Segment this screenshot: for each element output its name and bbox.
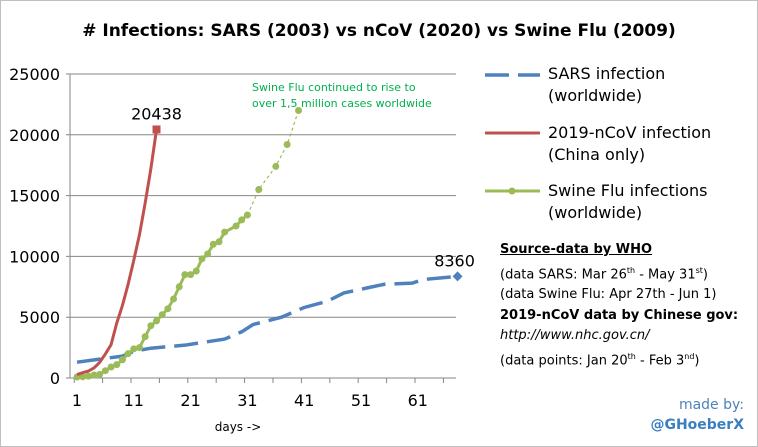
legend-item-sars: SARS infection (worldwide) xyxy=(548,63,665,107)
swine-flu-point xyxy=(124,350,132,358)
ncov-line xyxy=(76,129,159,377)
annotation-line-1: Swine Flu continued to rise to xyxy=(252,81,416,94)
sars-end-marker xyxy=(452,271,463,282)
swine-flu-point xyxy=(272,162,280,170)
swine-flu-point xyxy=(198,255,206,263)
source-swine: (data Swine Flu: Apr 27th - Jun 1) xyxy=(500,287,717,303)
swine-flu-point xyxy=(79,373,87,381)
swine-flu-point xyxy=(96,370,104,378)
swine-flu-point xyxy=(153,317,161,325)
legend-label: (China only) xyxy=(548,145,646,164)
swine-flu-point xyxy=(232,222,240,230)
annotation-line-2: over 1,5 million cases worldwide xyxy=(252,97,432,110)
swine-flu-point xyxy=(84,372,92,380)
source-heading: Source-data by WHO xyxy=(500,242,653,257)
swine-flu-point xyxy=(209,240,217,248)
x-tick-label: 11 xyxy=(124,391,144,410)
swine-flu-point xyxy=(90,371,98,379)
x-tick-label: 61 xyxy=(408,391,428,410)
x-tick-label: 31 xyxy=(237,391,257,410)
source-ncov-heading: 2019-nCoV data by Chinese gov: xyxy=(500,307,739,323)
x-tick-label: 51 xyxy=(351,391,371,410)
x-tick-label: 41 xyxy=(294,391,314,410)
credit: made by: @GHoeberX xyxy=(650,395,744,435)
y-tick-label: 20000 xyxy=(9,126,60,145)
x-tick-label: 21 xyxy=(180,391,200,410)
swine-flu-point xyxy=(130,345,138,353)
swine-flu-point xyxy=(175,283,183,291)
swine-flu-point xyxy=(204,250,212,258)
legend-item-ncov: 2019-nCoV infection (China only) xyxy=(548,122,711,166)
ncov-end-label: 20438 xyxy=(131,104,182,123)
swine-flu-point xyxy=(192,267,200,275)
swine-flu-point xyxy=(221,228,229,236)
legend-label: SARS infection xyxy=(548,64,666,83)
swine-flu-point xyxy=(181,271,189,279)
y-tick-label: 25000 xyxy=(9,65,60,84)
swine-flu-point xyxy=(170,295,178,303)
source-url: http://www.nhc.gov.cn/ xyxy=(500,328,650,344)
swine-flu-point xyxy=(283,141,291,149)
swine-flu-point xyxy=(295,106,303,114)
y-tick-label: 0 xyxy=(50,369,60,388)
source-points: (data points: Jan 20th - Feb 3nd) xyxy=(500,351,700,369)
swine-flu-point xyxy=(158,311,166,319)
y-tick-label: 15000 xyxy=(9,187,60,206)
legend-item-swine-flu: Swine Flu infections (worldwide) xyxy=(548,180,707,224)
legend-label: Swine Flu infections xyxy=(548,181,708,200)
swine-flu-point xyxy=(141,333,149,341)
legend-swatch-swine-flu-marker xyxy=(508,187,516,195)
swine-flu-point xyxy=(147,322,155,330)
x-axis-label: days -> xyxy=(215,420,262,434)
source-sars: (data SARS: Mar 26th - May 31st) xyxy=(500,265,708,282)
credit-handle: @GHoeberX xyxy=(650,417,744,433)
swine-flu-point xyxy=(113,361,121,369)
chart-title: # Infections: SARS (2003) vs nCoV (2020)… xyxy=(82,21,676,41)
legend-label: (worldwide) xyxy=(548,203,643,222)
swine-flu-point xyxy=(101,367,109,375)
legend-label: (worldwide) xyxy=(548,86,643,105)
swine-flu-point xyxy=(215,238,223,246)
swine-flu-point xyxy=(187,271,195,279)
legend-label: 2019-nCoV infection xyxy=(548,123,712,142)
swine-flu-point xyxy=(118,356,126,364)
swine-flu-dotted-line xyxy=(246,110,300,216)
source-notes: Source-data by WHO (data SARS: Mar 26th … xyxy=(500,240,738,372)
ncov-end-marker xyxy=(152,125,161,134)
swine-flu-point xyxy=(164,305,172,313)
y-tick-label: 5000 xyxy=(19,308,60,327)
swine-flu-line xyxy=(76,213,249,379)
y-tick-label: 10000 xyxy=(9,247,60,266)
swine-flu-point xyxy=(243,211,251,219)
sars-end-label: 8360 xyxy=(434,251,475,270)
x-tick-label: 1 xyxy=(72,391,82,410)
credit-label: made by: xyxy=(678,397,744,413)
swine-flu-point xyxy=(107,363,115,371)
swine-flu-point xyxy=(255,186,263,194)
swine-flu-point xyxy=(135,344,143,352)
swine-flu-point xyxy=(238,216,246,224)
